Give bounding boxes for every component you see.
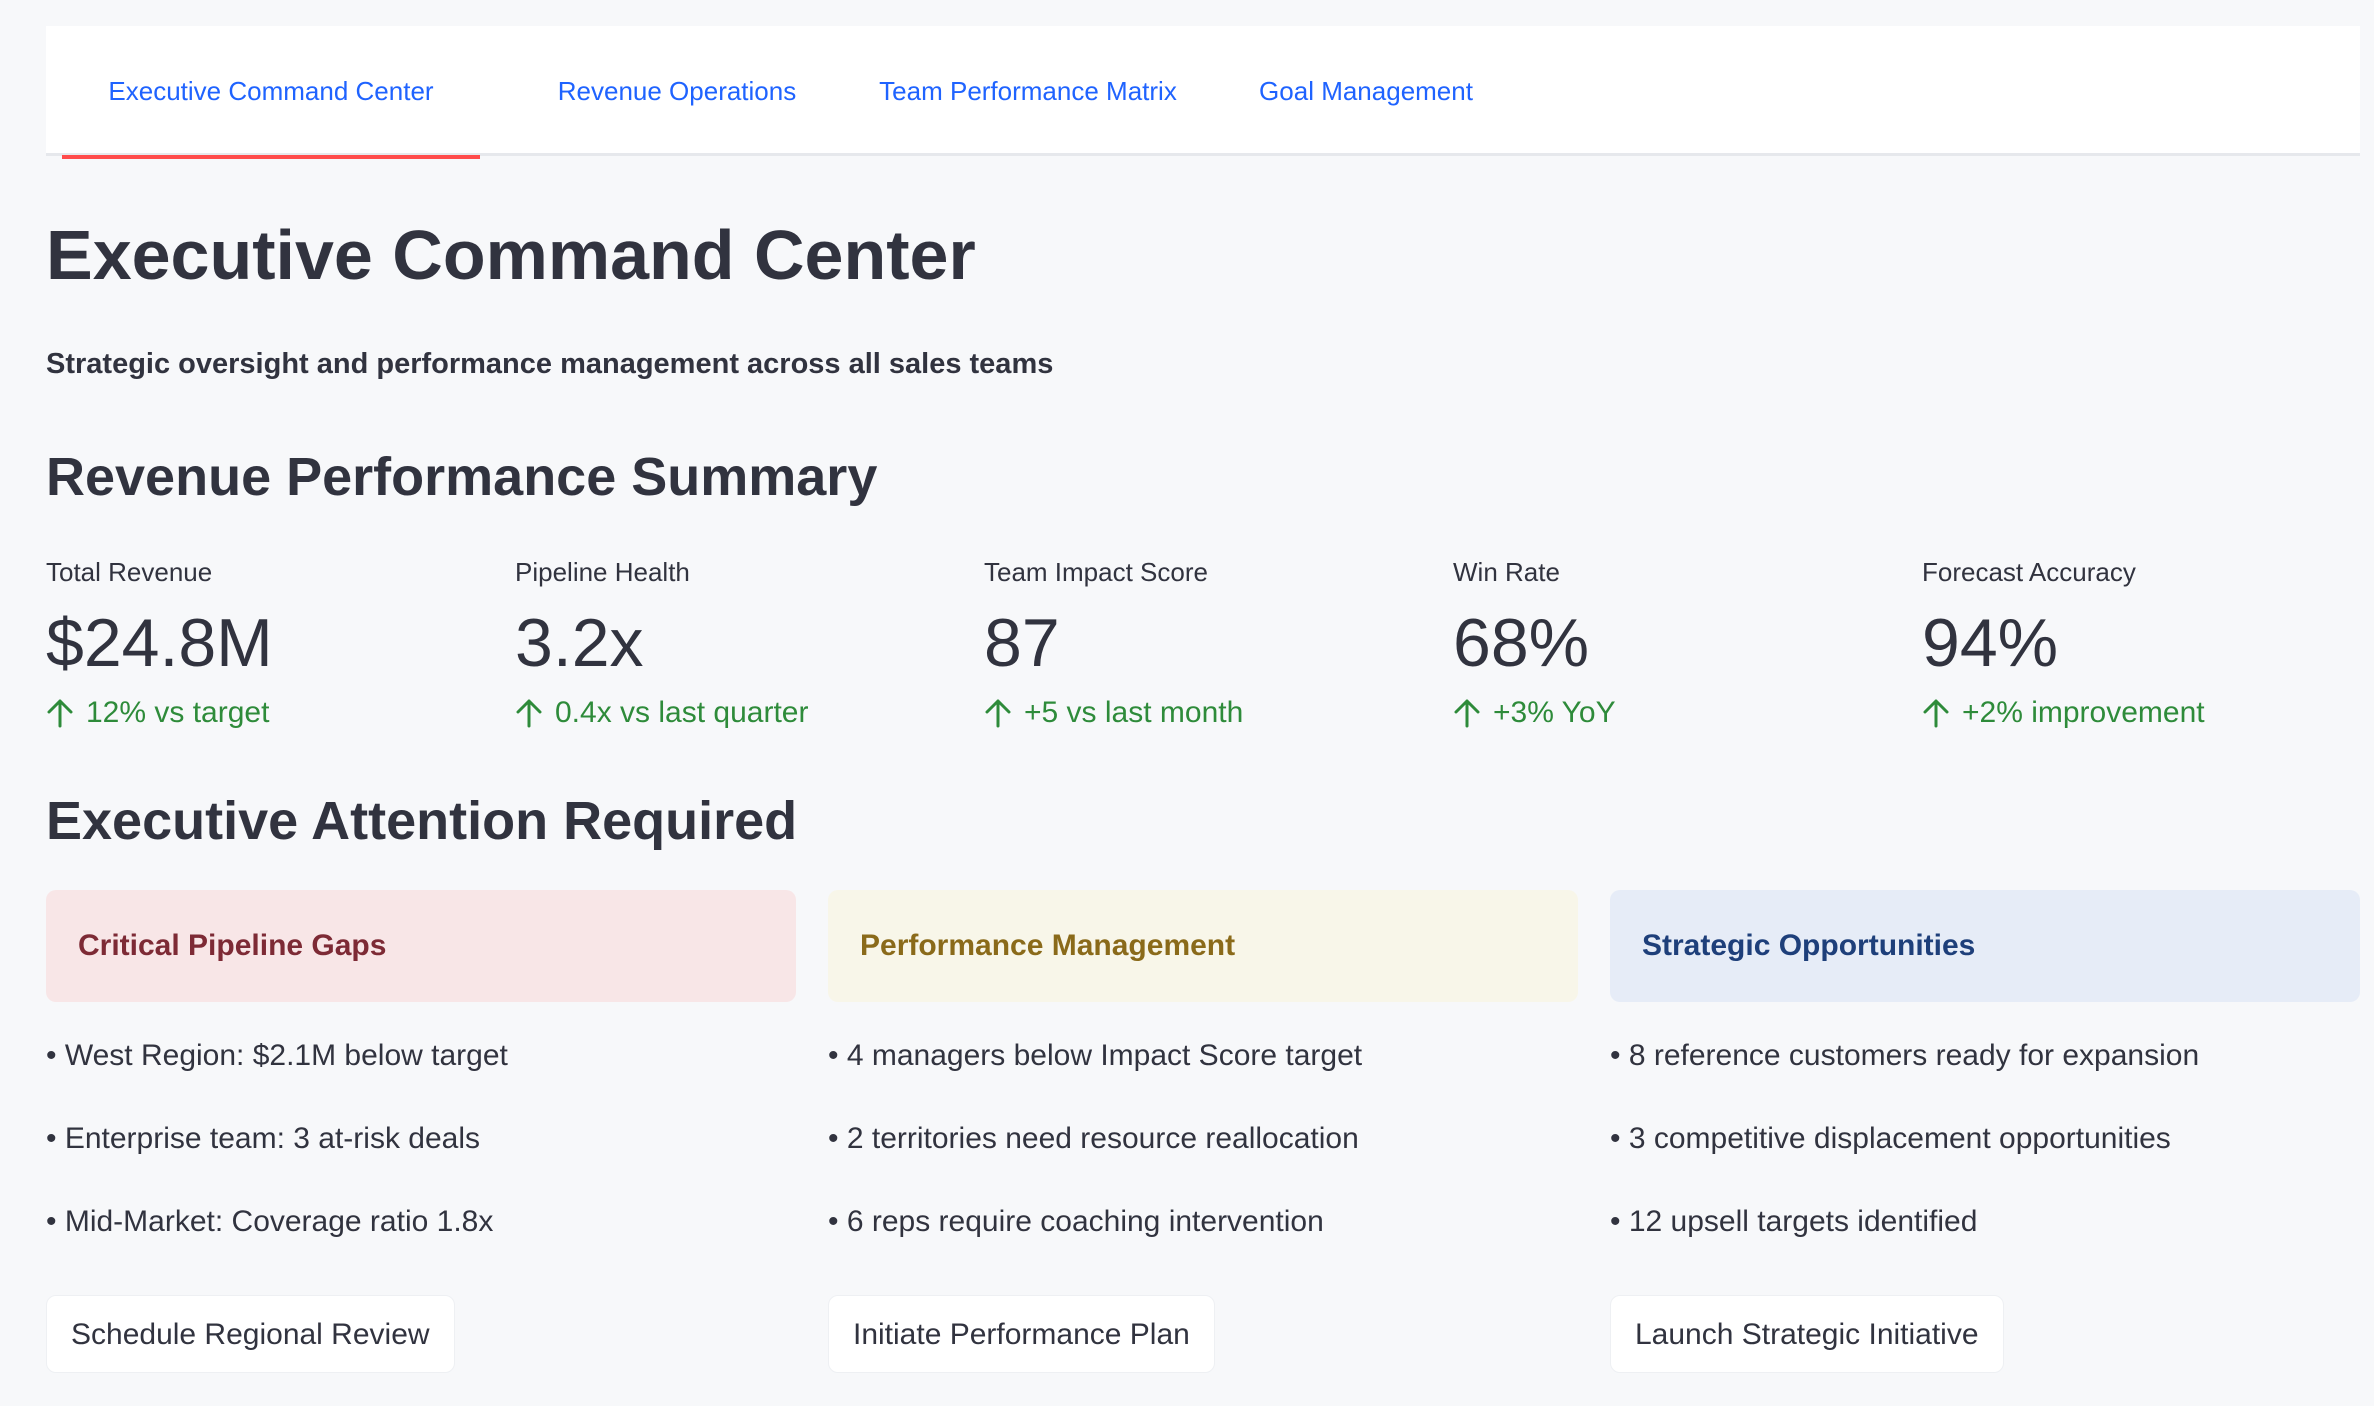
metric-forecast-accuracy: Forecast Accuracy 94% +2% improvement — [1922, 555, 2374, 731]
attention-section-title: Executive Attention Required — [46, 791, 798, 851]
metric-label: Total Revenue — [46, 557, 213, 587]
list-item: • 8 reference customers ready for expans… — [1610, 1039, 2200, 1072]
list-item: • 3 competitive displacement opportuniti… — [1610, 1122, 2171, 1155]
metric-label: Forecast Accuracy — [1922, 557, 2136, 587]
metric-value: 87 — [984, 605, 1060, 681]
list-item: • Enterprise team: 3 at-risk deals — [46, 1122, 481, 1155]
arrow-up-icon — [1923, 699, 1949, 728]
arrow-up-icon — [985, 699, 1011, 728]
metric-delta: 0.4x vs last quarter — [515, 695, 975, 731]
metric-team-impact-score: Team Impact Score 87 +5 vs last month — [984, 555, 1444, 731]
summary-section-title: Revenue Performance Summary — [46, 447, 878, 507]
list-item: • 6 reps require coaching intervention — [828, 1205, 1324, 1238]
metric-delta: +3% YoY — [1453, 695, 1913, 731]
list-item: • 2 territories need resource reallocati… — [828, 1122, 1359, 1155]
list-item: • 12 upsell targets identified — [1610, 1205, 1978, 1238]
metric-value: 3.2x — [515, 605, 644, 681]
metric-label: Win Rate — [1453, 557, 1560, 587]
metric-total-revenue: Total Revenue $24.8M 12% vs target — [46, 555, 506, 731]
metric-delta-text: +2% improvement — [1962, 696, 2205, 729]
metric-delta-text: +5 vs last month — [1024, 696, 1244, 729]
schedule-regional-review-button[interactable]: Schedule Regional Review — [46, 1295, 455, 1373]
metric-delta: +5 vs last month — [984, 695, 1444, 731]
list-item: • 4 managers below Impact Score target — [828, 1039, 1363, 1072]
arrow-up-icon — [516, 699, 542, 728]
page-subtitle: Strategic oversight and performance mana… — [46, 348, 1054, 380]
alert-header: Performance Management — [860, 929, 1236, 962]
metric-label: Team Impact Score — [984, 557, 1208, 587]
tab-revenue-operations[interactable]: Revenue Operations — [557, 75, 797, 106]
bullet-list: • 8 reference customers ready for expans… — [1610, 1036, 2360, 1285]
tab-goal-management[interactable]: Goal Management — [1259, 75, 1473, 106]
arrow-up-icon — [47, 699, 73, 728]
error-alert-box: Critical Pipeline Gaps — [46, 890, 796, 1002]
tab-executive-command-center[interactable]: Executive Command Center — [46, 26, 480, 159]
column-strategic-opportunities: Strategic Opportunities • 8 reference cu… — [1610, 890, 2360, 1373]
column-performance-management: Performance Management • 4 managers belo… — [828, 890, 1578, 1373]
metric-value: 68% — [1453, 605, 1590, 681]
arrow-up-icon — [1454, 699, 1480, 728]
metric-pipeline-health: Pipeline Health 3.2x 0.4x vs last quarte… — [515, 555, 975, 731]
alert-header: Critical Pipeline Gaps — [78, 929, 387, 962]
list-item: • Mid-Market: Coverage ratio 1.8x — [46, 1205, 494, 1238]
bullet-list: • West Region: $2.1M below target • Ente… — [46, 1036, 796, 1285]
tab-team-performance-matrix[interactable]: Team Performance Matrix — [879, 75, 1177, 106]
metric-delta: 12% vs target — [46, 695, 506, 731]
page-title: Executive Command Center — [46, 216, 976, 294]
initiate-performance-plan-button[interactable]: Initiate Performance Plan — [828, 1295, 1215, 1373]
metric-delta-text: 12% vs target — [86, 696, 270, 729]
list-item: • West Region: $2.1M below target — [46, 1039, 508, 1072]
launch-strategic-initiative-button[interactable]: Launch Strategic Initiative — [1610, 1295, 2004, 1373]
metric-win-rate: Win Rate 68% +3% YoY — [1453, 555, 1913, 731]
bullet-list: • 4 managers below Impact Score target •… — [828, 1036, 1578, 1285]
metric-label: Pipeline Health — [515, 557, 690, 587]
metric-delta: +2% improvement — [1922, 695, 2374, 731]
metric-value: 94% — [1922, 605, 2059, 681]
column-critical-pipeline-gaps: Critical Pipeline Gaps • West Region: $2… — [46, 890, 796, 1373]
metric-delta-text: +3% YoY — [1493, 696, 1616, 729]
tab-bar: Executive Command Center Revenue Operati… — [46, 26, 2360, 159]
info-alert-box: Strategic Opportunities — [1610, 890, 2360, 1002]
metric-delta-text: 0.4x vs last quarter — [555, 696, 809, 729]
metric-value: $24.8M — [46, 605, 273, 681]
warning-alert-box: Performance Management — [828, 890, 1578, 1002]
alert-header: Strategic Opportunities — [1642, 929, 1976, 962]
